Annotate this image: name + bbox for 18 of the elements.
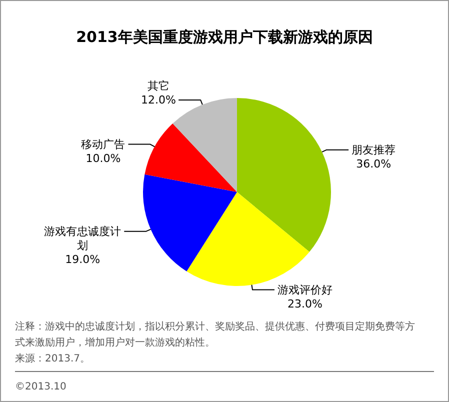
slice-label: 游戏评价好 — [277, 283, 332, 296]
data-label: 36.0% — [356, 157, 392, 170]
pie-slice — [186, 192, 310, 286]
slice-label: 朋友推荐 — [352, 143, 396, 156]
data-label: 19.0% — [65, 252, 100, 266]
data-label: 23.0% — [288, 297, 322, 310]
slice-label: 其它 — [148, 79, 170, 92]
text: ©2013.10 — [15, 382, 66, 392]
slice-label: 移动广告 — [81, 138, 126, 151]
pie-slice — [237, 98, 331, 252]
text: 注释：游戏中的忠诚度计划，指以积分累计、奖励奖品、提供优惠、付费项目定期免费等方式来激励用户，增加用户对一款游戏的粘性。 — [15, 320, 415, 348]
pie-slice — [144, 123, 237, 192]
data-label: 10.0% — [86, 152, 121, 165]
source-note: 来源：2013.7。 — [15, 352, 90, 364]
pie-slice — [143, 174, 237, 272]
slice-label: 游戏有忠诚度计划 — [44, 224, 122, 252]
chart-title: 2013年美国重度游戏用户下载新游戏的原因 — [76, 28, 373, 46]
data-label: 12.0% — [141, 93, 176, 106]
